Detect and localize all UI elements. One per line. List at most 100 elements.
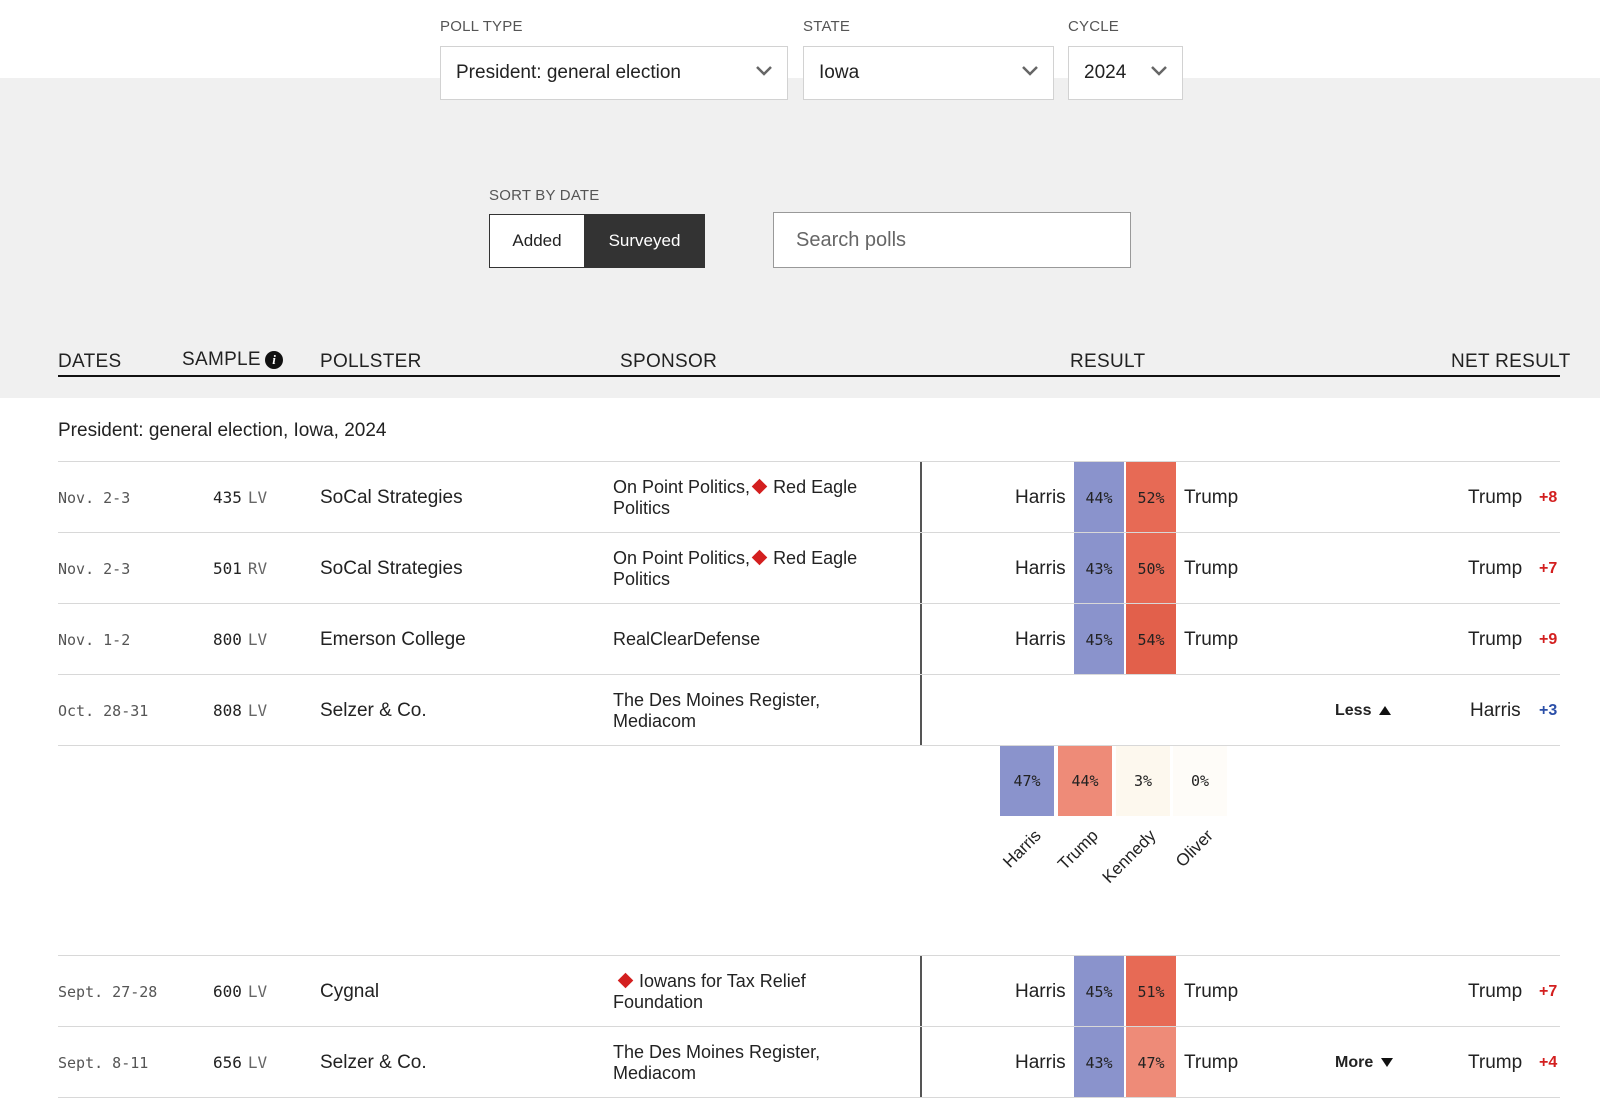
search-input[interactable]: [773, 212, 1131, 268]
trump-detail-bar: 44%: [1058, 746, 1112, 816]
poll-date: Nov. 2-3: [58, 559, 131, 578]
trump-bar: 52%: [1126, 462, 1176, 533]
oliver-detail-bar: 0%: [1173, 746, 1227, 816]
group-title: President: general election, Iowa, 2024: [58, 420, 387, 441]
trump-bar: 51%: [1126, 956, 1176, 1027]
candidate-2-name: Trump: [1184, 486, 1239, 508]
col-net-result[interactable]: NET RESULT: [1451, 351, 1571, 372]
poll-sample: 808 LV: [213, 701, 268, 720]
sort-surveyed-button[interactable]: Surveyed: [584, 214, 705, 268]
state-value: Iowa: [819, 62, 860, 83]
harris-detail-bar: 47%: [1000, 746, 1054, 816]
poll-sponsor[interactable]: RealClearDefense: [613, 629, 761, 649]
more-toggle-button[interactable]: More: [1335, 1027, 1394, 1098]
header-divider: [58, 375, 1560, 377]
cycle-label: CYCLE: [1068, 18, 1120, 35]
trump-detail-label: Trump: [1053, 826, 1102, 874]
col-pollster[interactable]: POLLSTER: [320, 351, 422, 372]
column-divider: [920, 533, 922, 604]
net-result-value: +8: [1539, 488, 1558, 506]
harris-bar: 43%: [1074, 1027, 1124, 1098]
table-row[interactable]: Sept. 8-11 656 LV Selzer & Co. The Des Mo…: [58, 1026, 1560, 1098]
column-divider: [920, 1027, 922, 1098]
net-result-name: Harris: [1470, 699, 1521, 721]
harris-bar: 43%: [1074, 533, 1124, 604]
poll-type-label: POLL TYPE: [440, 18, 523, 35]
trump-bar: 47%: [1126, 1027, 1176, 1098]
cycle-select[interactable]: 2024: [1068, 46, 1183, 100]
net-result-name: Trump: [1468, 980, 1523, 1002]
chevron-down-icon: [1022, 66, 1038, 76]
net-result-name: Trump: [1468, 557, 1523, 579]
poll-sample: 800 LV: [213, 630, 268, 649]
poll-sample: 600 LV: [213, 982, 268, 1001]
poll-date: Sept. 27-28: [58, 982, 158, 1001]
poll-pollster[interactable]: Selzer & Co.: [320, 1051, 427, 1073]
table-row[interactable]: Nov. 2-3 501 RV SoCal Strategies On Point…: [58, 532, 1560, 604]
trump-bar: 50%: [1126, 533, 1176, 604]
less-toggle-button[interactable]: Less: [1335, 675, 1392, 746]
net-result-name: Trump: [1468, 1051, 1523, 1073]
poll-sample: 656 LV: [213, 1053, 268, 1072]
candidate-2-name: Trump: [1184, 628, 1239, 650]
candidate-1-name: Harris: [1015, 1051, 1066, 1073]
candidate-1-name: Harris: [1015, 486, 1066, 508]
poll-date: Oct. 28-31: [58, 701, 149, 720]
kennedy-detail-bar: 3%: [1116, 746, 1170, 816]
harris-bar: 45%: [1074, 604, 1124, 675]
sort-added-button[interactable]: Added: [489, 214, 585, 268]
caret-down-icon: [1381, 1058, 1394, 1067]
col-sponsor[interactable]: SPONSOR: [620, 351, 718, 372]
harris-detail-label: Harris: [998, 826, 1045, 872]
poll-sponsor[interactable]: Iowans for Tax Relief Foundation: [613, 970, 806, 1012]
table-row[interactable]: Oct. 28-31 808 LV Selzer & Co. The Des Mo…: [58, 674, 1560, 746]
table-row[interactable]: Nov. 2-3 435 LV SoCal Strategies On Point…: [58, 461, 1560, 533]
poll-pollster[interactable]: SoCal Strategies: [320, 557, 463, 579]
net-result-name: Trump: [1468, 628, 1523, 650]
poll-date: Nov. 2-3: [58, 488, 131, 507]
candidate-2-name: Trump: [1184, 980, 1239, 1002]
poll-sponsor[interactable]: The Des Moines Register, Mediacom: [613, 689, 821, 731]
candidate-1-name: Harris: [1015, 980, 1066, 1002]
chevron-down-icon: [756, 66, 772, 76]
net-result-name: Trump: [1468, 486, 1523, 508]
col-dates[interactable]: DATES: [58, 351, 122, 372]
poll-date: Sept. 8-11: [58, 1053, 149, 1072]
harris-bar: 44%: [1074, 462, 1124, 533]
poll-sponsor[interactable]: On Point Politics, Red Eagle Politics: [613, 476, 858, 518]
poll-sample: 501 RV: [213, 559, 268, 578]
harris-bar: 45%: [1074, 956, 1124, 1027]
poll-pollster[interactable]: Selzer & Co.: [320, 699, 427, 721]
poll-type-select[interactable]: President: general election: [440, 46, 788, 100]
col-result: RESULT: [1070, 351, 1146, 372]
info-icon[interactable]: i: [265, 351, 283, 369]
kennedy-detail-label: Kennedy: [1098, 826, 1160, 887]
table-row[interactable]: Sept. 27-28 600 LV Cygnal Iowans for Tax …: [58, 955, 1560, 1027]
poll-type-value: President: general election: [456, 62, 681, 83]
poll-pollster[interactable]: SoCal Strategies: [320, 486, 463, 508]
poll-sponsor[interactable]: On Point Politics, Red Eagle Politics: [613, 547, 858, 589]
poll-sponsor[interactable]: The Des Moines Register, Mediacom: [613, 1041, 821, 1083]
poll-sample: 435 LV: [213, 488, 268, 507]
poll-pollster[interactable]: Emerson College: [320, 628, 466, 650]
col-sample[interactable]: SAMPLE: [182, 349, 261, 370]
net-result-value: +4: [1539, 1053, 1558, 1071]
partisan-diamond-icon: [751, 478, 768, 494]
row-divider: [58, 1097, 1560, 1098]
net-result-value: +3: [1539, 701, 1558, 719]
cycle-value: 2024: [1084, 62, 1127, 83]
candidate-2-name: Trump: [1184, 557, 1239, 579]
table-row[interactable]: Nov. 1-2 800 LV Emerson College RealClear…: [58, 603, 1560, 675]
sort-label: SORT BY DATE: [489, 187, 600, 204]
net-result-value: +7: [1539, 559, 1558, 577]
candidate-1-name: Harris: [1015, 557, 1066, 579]
caret-up-icon: [1379, 706, 1392, 715]
column-divider: [920, 604, 922, 675]
candidate-1-name: Harris: [1015, 628, 1066, 650]
net-result-value: +9: [1539, 630, 1558, 648]
state-select[interactable]: Iowa: [803, 46, 1054, 100]
poll-pollster[interactable]: Cygnal: [320, 980, 380, 1002]
column-divider: [920, 675, 922, 746]
column-divider: [920, 462, 922, 533]
partisan-diamond-icon: [751, 549, 768, 565]
